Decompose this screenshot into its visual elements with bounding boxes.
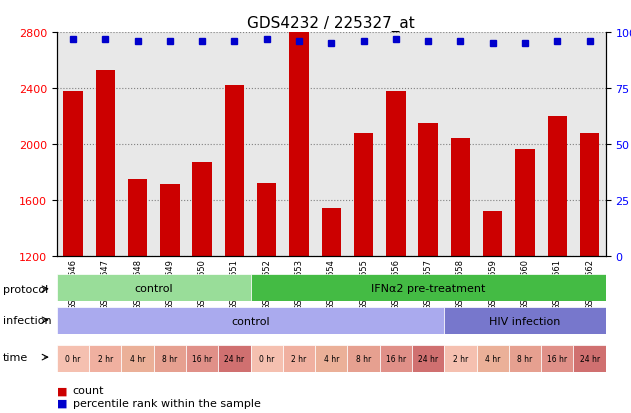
Bar	[283, 345, 315, 372]
Text: 8 hr: 8 hr	[356, 354, 371, 363]
Text: count: count	[73, 385, 104, 395]
Text: 0 hr: 0 hr	[259, 354, 274, 363]
Bar	[251, 345, 283, 372]
Text: 24 hr: 24 hr	[418, 354, 438, 363]
Text: infection: infection	[3, 315, 52, 325]
Text: 2 hr: 2 hr	[453, 354, 468, 363]
Bar	[516, 150, 534, 256]
Text: protocol: protocol	[3, 284, 49, 294]
Bar	[192, 163, 212, 256]
Bar	[63, 92, 83, 256]
Text: control: control	[231, 316, 270, 326]
Bar	[476, 345, 509, 372]
Bar	[444, 345, 476, 372]
Bar	[322, 209, 341, 256]
Text: HIV infection: HIV infection	[490, 316, 561, 326]
Bar	[483, 211, 502, 256]
Title: GDS4232 / 225327_at: GDS4232 / 225327_at	[247, 16, 415, 32]
Text: 24 hr: 24 hr	[225, 354, 244, 363]
Text: 8 hr: 8 hr	[162, 354, 177, 363]
Bar	[386, 92, 406, 256]
Bar	[380, 345, 412, 372]
Bar	[225, 86, 244, 256]
Text: 2 hr: 2 hr	[98, 354, 113, 363]
Bar	[289, 33, 309, 256]
Text: ■: ■	[57, 385, 68, 395]
Text: 16 hr: 16 hr	[386, 354, 406, 363]
Text: 2 hr: 2 hr	[292, 354, 307, 363]
Bar	[251, 275, 606, 301]
Text: IFNα2 pre-treatment: IFNα2 pre-treatment	[371, 283, 485, 293]
Bar	[574, 345, 606, 372]
Bar	[186, 345, 218, 372]
Text: 16 hr: 16 hr	[192, 354, 212, 363]
Text: time: time	[3, 352, 28, 362]
Bar	[95, 71, 115, 256]
Bar	[154, 345, 186, 372]
Bar	[315, 345, 348, 372]
Bar	[541, 345, 574, 372]
Bar	[548, 116, 567, 256]
Bar	[57, 308, 444, 335]
Text: ■: ■	[57, 398, 68, 408]
Bar	[257, 183, 276, 256]
Bar	[412, 345, 444, 372]
Bar	[348, 345, 380, 372]
Text: 4 hr: 4 hr	[130, 354, 145, 363]
Text: 16 hr: 16 hr	[547, 354, 567, 363]
Text: 8 hr: 8 hr	[517, 354, 533, 363]
Bar	[509, 345, 541, 372]
Bar	[121, 345, 154, 372]
Text: percentile rank within the sample: percentile rank within the sample	[73, 398, 261, 408]
Bar	[128, 179, 147, 256]
Bar	[89, 345, 121, 372]
Bar	[57, 345, 89, 372]
Text: 4 hr: 4 hr	[485, 354, 500, 363]
Bar	[160, 185, 179, 256]
Bar	[218, 345, 251, 372]
Bar	[418, 123, 438, 256]
Text: control: control	[134, 283, 173, 293]
Text: 4 hr: 4 hr	[324, 354, 339, 363]
Text: 24 hr: 24 hr	[579, 354, 599, 363]
Bar	[354, 133, 374, 256]
Bar	[451, 139, 470, 256]
Bar	[57, 275, 251, 301]
Bar	[444, 308, 606, 335]
Text: 0 hr: 0 hr	[65, 354, 81, 363]
Bar	[580, 133, 599, 256]
